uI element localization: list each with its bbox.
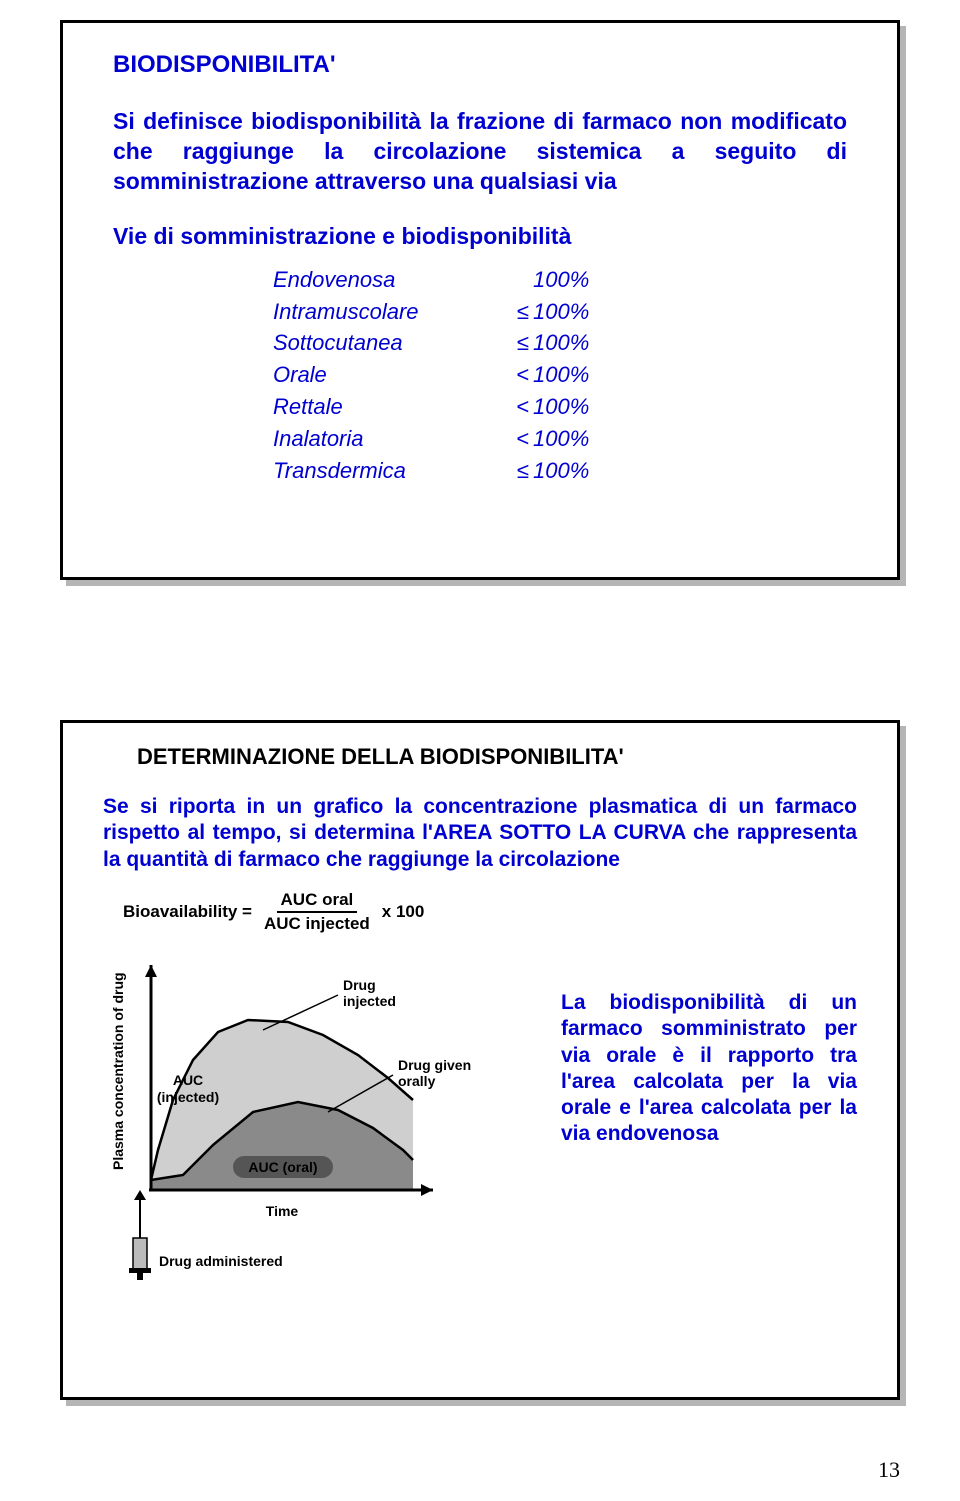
svg-text:AUC: AUC xyxy=(173,1072,203,1088)
route-op: < xyxy=(503,423,533,455)
routes-table: Endovenosa 100% Intramuscolare ≤ 100% So… xyxy=(273,264,847,487)
formula-tail: x 100 xyxy=(382,902,425,922)
route-row: Transdermica ≤ 100% xyxy=(273,455,847,487)
panel-determinazione: DETERMINAZIONE DELLA BIODISPONIBILITA' S… xyxy=(60,720,900,1400)
svg-text:AUC (oral): AUC (oral) xyxy=(248,1159,317,1175)
svg-text:Drug: Drug xyxy=(343,977,376,993)
route-name: Transdermica xyxy=(273,455,503,487)
route-val: 100% xyxy=(533,296,589,328)
route-op: < xyxy=(503,359,533,391)
route-row: Intramuscolare ≤ 100% xyxy=(273,296,847,328)
formula-denominator: AUC injected xyxy=(260,913,374,934)
route-row: Orale < 100% xyxy=(273,359,847,391)
route-row: Sottocutanea ≤ 100% xyxy=(273,327,847,359)
formula-lhs: Bioavailability = xyxy=(123,902,252,922)
panel1-title: BIODISPONIBILITA' xyxy=(113,51,847,79)
panel2-title: DETERMINAZIONE DELLA BIODISPONIBILITA' xyxy=(131,742,630,772)
route-name: Orale xyxy=(273,359,503,391)
formula-numerator: AUC oral xyxy=(277,891,358,914)
route-val: 100% xyxy=(533,391,589,423)
panel2-desc: Se si riporta in un grafico la concentra… xyxy=(103,794,857,873)
page-number: 13 xyxy=(878,1457,900,1483)
route-row: Inalatoria < 100% xyxy=(273,423,847,455)
route-val: 100% xyxy=(533,423,589,455)
route-op: ≤ xyxy=(503,455,533,487)
route-row: Endovenosa 100% xyxy=(273,264,847,296)
route-row: Rettale < 100% xyxy=(273,391,847,423)
svg-text:injected: injected xyxy=(343,993,396,1009)
svg-text:Time: Time xyxy=(266,1203,299,1219)
route-name: Inalatoria xyxy=(273,423,503,455)
panel-biodisponibilita: BIODISPONIBILITA' Si definisce biodispon… xyxy=(60,20,900,580)
route-name: Sottocutanea xyxy=(273,327,503,359)
route-op: ≤ xyxy=(503,296,533,328)
route-val: 100% xyxy=(533,327,589,359)
route-name: Rettale xyxy=(273,391,503,423)
auc-chart: Plasma concentration of drug Time AUC(inje… xyxy=(103,950,533,1280)
route-val: 100% xyxy=(533,359,589,391)
bioavailability-formula: Bioavailability = AUC oral AUC injected … xyxy=(123,891,857,934)
svg-text:(injected): (injected) xyxy=(157,1089,219,1105)
formula-fraction: AUC oral AUC injected xyxy=(260,891,374,934)
panel1-intro: Si definisce biodisponibilità la frazion… xyxy=(113,107,847,197)
route-op xyxy=(503,264,533,296)
svg-text:orally: orally xyxy=(398,1073,436,1089)
route-val: 100% xyxy=(533,455,589,487)
panel2-side-note: La biodisponibilità di un farmaco sommin… xyxy=(561,990,857,1148)
route-name: Endovenosa xyxy=(273,264,503,296)
route-op: < xyxy=(503,391,533,423)
svg-text:Drug given: Drug given xyxy=(398,1057,471,1073)
route-name: Intramuscolare xyxy=(273,296,503,328)
panel1-subhead: Vie di somministrazione e biodisponibili… xyxy=(113,223,847,250)
svg-text:Drug administered: Drug administered xyxy=(159,1253,283,1269)
route-val: 100% xyxy=(533,264,589,296)
route-op: ≤ xyxy=(503,327,533,359)
svg-text:Plasma concentration of drug: Plasma concentration of drug xyxy=(110,973,126,1171)
